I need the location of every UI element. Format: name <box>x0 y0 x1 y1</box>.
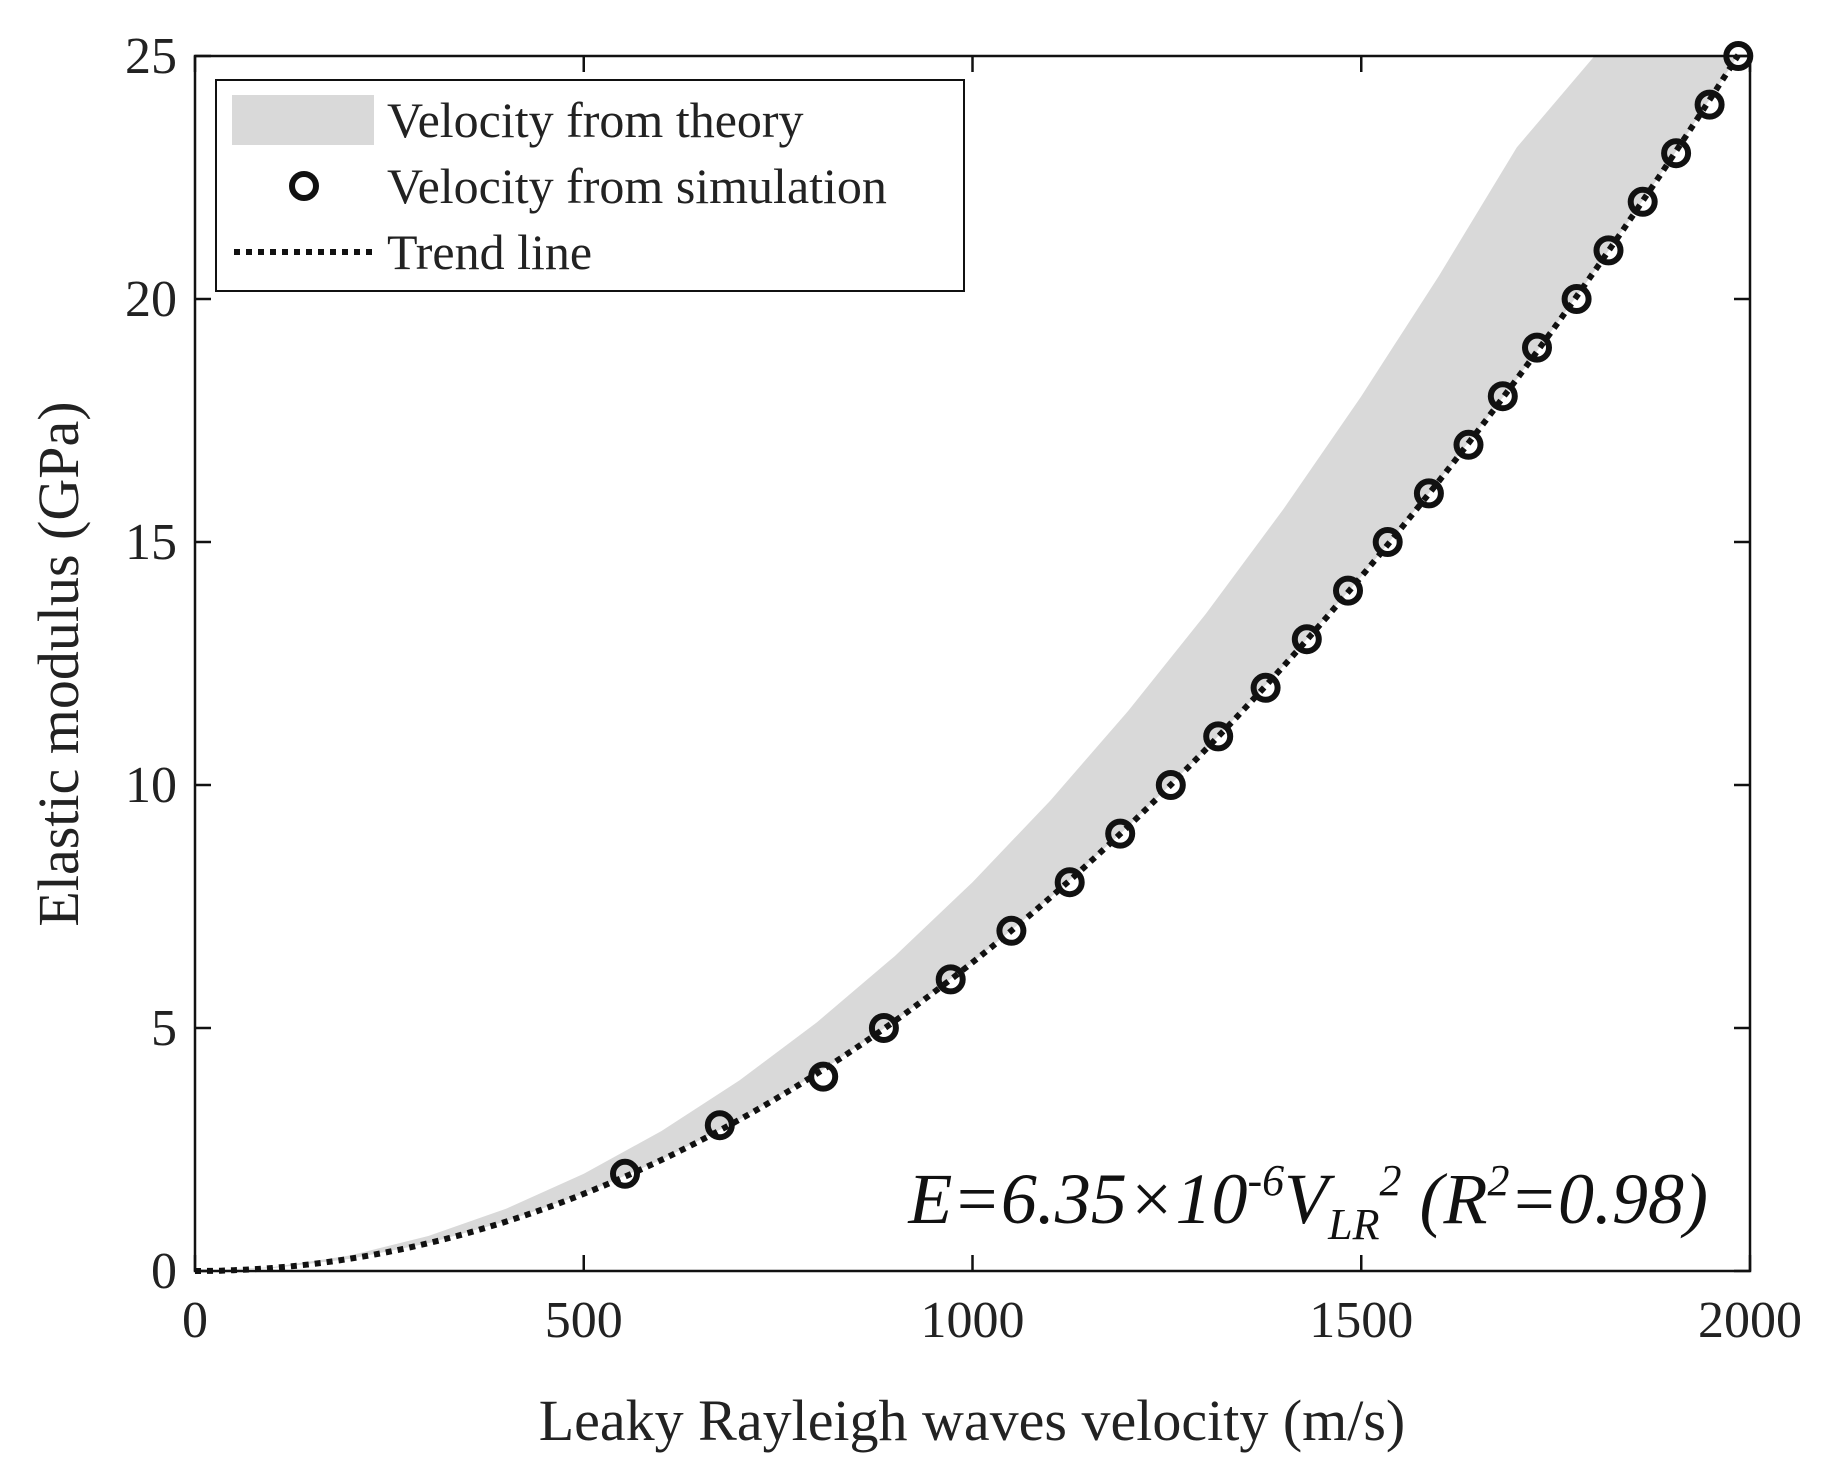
y-tick-label: 0 <box>151 1243 177 1300</box>
equation-exponent: -6 <box>1247 1156 1284 1205</box>
y-axis-title: Elastic modulus (GPa) <box>26 401 91 926</box>
theory-band <box>195 56 1735 1271</box>
equation-subscript: LR <box>1327 1200 1379 1249</box>
legend-simulation-marker <box>289 171 319 201</box>
y-tick-label: 25 <box>125 28 177 85</box>
simulation-point <box>1694 89 1725 120</box>
legend-simulation-label: Velocity from simulation <box>387 158 887 214</box>
equation-v: V <box>1284 1159 1335 1239</box>
y-tick-label: 10 <box>125 757 177 814</box>
legend-theory-label: Velocity from theory <box>387 92 804 148</box>
equation-r-square: 2 <box>1487 1156 1509 1205</box>
y-tick-label: 15 <box>125 514 177 571</box>
simulation-point <box>1593 235 1624 266</box>
simulation-point <box>1487 381 1518 412</box>
simulation-point <box>1661 138 1692 169</box>
y-tick-label: 20 <box>125 271 177 328</box>
y-tick-label: 5 <box>151 1000 177 1057</box>
simulation-point <box>1250 672 1281 703</box>
equation-square: 2 <box>1379 1156 1401 1205</box>
x-tick-label: 1500 <box>1309 1292 1413 1349</box>
x-tick-label: 0 <box>182 1292 208 1349</box>
simulation-point <box>1054 867 1085 898</box>
simulation-points-layer <box>610 41 1754 1189</box>
simulation-point <box>704 1110 735 1141</box>
ticks-layer: 0 500 1000 1500 2000 0 5 10 15 20 25 <box>125 28 1802 1349</box>
trend-line <box>194 53 1741 1274</box>
simulation-point <box>1333 575 1363 606</box>
simulation-point <box>1453 429 1484 460</box>
x-tick-label: 2000 <box>1698 1292 1802 1349</box>
x-axis-title: Leaky Rayleigh waves velocity (m/s) <box>539 1388 1406 1453</box>
simulation-point <box>1372 527 1403 557</box>
theory-band-layer <box>195 56 1735 1271</box>
simulation-point <box>610 1158 640 1189</box>
simulation-point <box>1561 284 1592 314</box>
simulation-point <box>1105 818 1136 849</box>
equation-annotation: E=6.35×10-6VLR2 (R2=0.98) <box>907 1156 1708 1249</box>
simulation-point <box>1627 186 1658 217</box>
equation-r-open: (R <box>1401 1159 1487 1239</box>
equation-prefix: E=6.35×10 <box>907 1159 1247 1239</box>
simulation-point <box>1413 478 1444 509</box>
equation-r-close: =0.98) <box>1509 1159 1708 1239</box>
x-tick-label: 1000 <box>921 1292 1025 1349</box>
legend: Velocity from theory Velocity from simul… <box>215 79 965 292</box>
simulation-point <box>935 964 966 995</box>
simulation-point <box>868 1013 899 1043</box>
simulation-point <box>1291 624 1322 655</box>
x-tick-label: 500 <box>545 1292 623 1349</box>
simulation-point <box>1203 721 1234 752</box>
simulation-point <box>1155 770 1186 800</box>
simulation-point <box>808 1061 839 1092</box>
simulation-point <box>1522 332 1552 363</box>
legend-theory-swatch <box>232 95 374 145</box>
simulation-point <box>996 915 1027 946</box>
legend-trend-label: Trend line <box>387 224 592 280</box>
